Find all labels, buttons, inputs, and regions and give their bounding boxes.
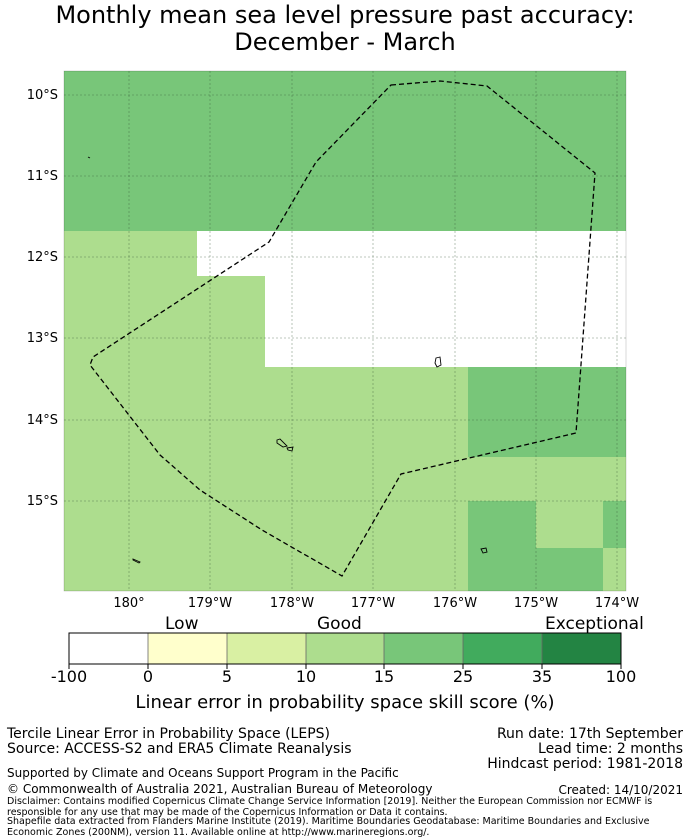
lat-tick-15s: 15°S — [27, 494, 58, 509]
colorbar-segment-35-100 — [542, 633, 621, 664]
colorbar-frame — [68, 632, 622, 665]
skill-cell-good-low-se — [468, 457, 626, 501]
lat-tick-13s: 13°S — [27, 331, 58, 346]
skill-cell-good-low-west — [64, 231, 197, 591]
lat-tick-11s: 11°S — [27, 169, 58, 184]
info-shapefile: Shapefile data extracted from Flanders M… — [7, 816, 650, 838]
lat-tick-10s: 10°S — [27, 88, 58, 103]
info-disclaimer: Disclaimer: Contains modified Copernicus… — [7, 796, 653, 818]
islands — [87, 156, 488, 564]
colorbar-segment-10-15 — [306, 633, 384, 664]
lon-tick-178w: 178°W — [270, 596, 314, 611]
island-wallis-b — [286, 446, 294, 452]
gridlines — [64, 71, 626, 591]
chart-title-line1: Monthly mean sea level pressure past acc… — [55, 1, 635, 29]
skill-cell-good-low-west2 — [197, 276, 265, 591]
skill-cell-good-mid-east — [468, 367, 626, 457]
lon-tick-180: 180° — [113, 596, 144, 611]
colorbar-tick-neg100: -100 — [50, 667, 88, 686]
island-wallis-a — [276, 438, 288, 448]
info-created: Created: 14/10/2021 — [558, 783, 683, 797]
colorbar-category-exceptional: Exceptional — [545, 614, 644, 634]
skill-cell-good-mid-se1 — [468, 501, 536, 591]
colorbar-segment-neg100-0 — [69, 633, 148, 664]
map-frame — [63, 70, 627, 592]
info-source: Source: ACCESS-S2 and ERA5 Climate Reana… — [7, 741, 352, 757]
colorbar-category-low: Low — [165, 614, 199, 634]
chart-title-line2: December - March — [234, 28, 456, 56]
info-hindcast: Hindcast period: 1981-2018 — [487, 756, 683, 772]
skill-cell-good-mid-se3 — [603, 501, 626, 548]
lon-tick-177w: 177°W — [351, 596, 395, 611]
colorbar-tick-35: 35 — [531, 667, 553, 686]
skill-cell-good-low-se2 — [536, 501, 603, 548]
skill-cell-good-mid-north — [64, 71, 626, 231]
skill-cell-good-low-se3 — [603, 548, 626, 591]
skill-cell-good-mid-se2 — [536, 548, 603, 591]
info-method: Tercile Linear Error in Probability Spac… — [7, 726, 330, 742]
island-north — [87, 156, 91, 159]
colorbar-axis-title: Linear error in probability space skill … — [135, 692, 555, 713]
lon-tick-174w: 174°W — [595, 596, 639, 611]
colorbar-segment-25-35 — [463, 633, 542, 664]
colorbar-category-good: Good — [317, 614, 362, 634]
lon-tick-175w: 175°W — [514, 596, 558, 611]
lat-tick-12s: 12°S — [27, 250, 58, 265]
skill-cell-good-low-center — [265, 367, 468, 591]
colorbar-segment-15-25 — [384, 633, 463, 664]
eez-boundary — [89, 80, 596, 577]
island-southwest — [132, 558, 141, 564]
colorbar-segment-0-5 — [148, 633, 227, 664]
island-southeast — [480, 547, 488, 554]
colorbar-tick-5: 5 — [221, 667, 233, 686]
colorbar-tick-25: 25 — [452, 667, 474, 686]
skill-cells — [64, 71, 626, 591]
lat-tick-14s: 14°S — [27, 413, 58, 428]
info-run-date: Run date: 17th September — [496, 726, 683, 742]
colorbar-segment-5-10 — [227, 633, 306, 664]
lon-tick-179w: 179°W — [188, 596, 232, 611]
colorbar-tick-15: 15 — [373, 667, 395, 686]
island-center — [434, 356, 442, 368]
info-copyright: © Commonwealth of Australia 2021, Austra… — [7, 782, 433, 796]
info-lead-time: Lead time: 2 months — [538, 741, 683, 757]
lon-tick-176w: 176°W — [433, 596, 477, 611]
colorbar-tick-100: 100 — [605, 667, 637, 686]
colorbar-tick-0: 0 — [142, 667, 154, 686]
info-supported: Supported by Climate and Oceans Support … — [7, 766, 399, 780]
colorbar — [68, 632, 622, 669]
colorbar-tick-10: 10 — [295, 667, 317, 686]
